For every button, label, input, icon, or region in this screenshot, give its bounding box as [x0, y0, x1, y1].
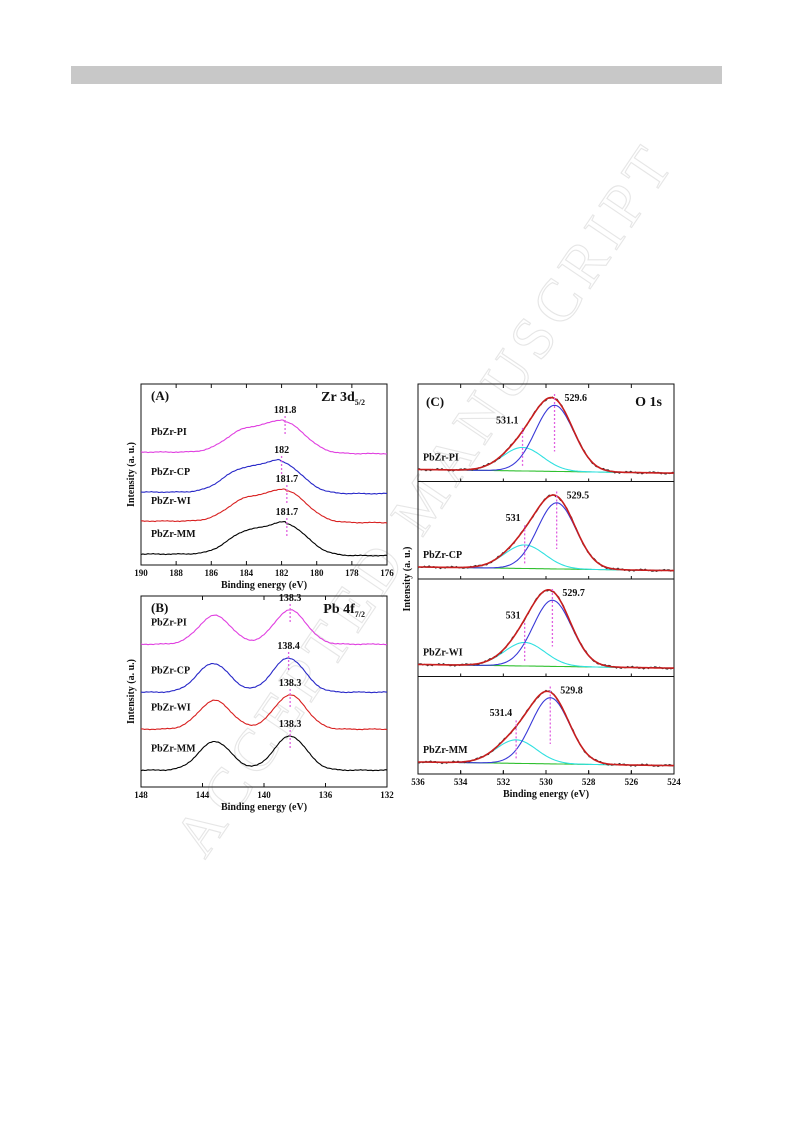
- x-tick-label: 190: [134, 568, 148, 578]
- x-tick-label: 180: [310, 568, 324, 578]
- x-tick-label: 184: [240, 568, 254, 578]
- surface-peak-label: 531.1: [496, 416, 519, 427]
- page-header-bar: [71, 66, 722, 84]
- lattice-peak-label: 529.7: [562, 588, 585, 599]
- x-tick-label: 144: [196, 790, 210, 800]
- spectrum-line-pbzr-wi: [140, 488, 388, 524]
- x-tick-label: 526: [625, 777, 639, 787]
- y-axis-title: Intensity (a. u.): [126, 442, 137, 507]
- plot-frame: [140, 383, 388, 566]
- sample-label-pbzr-wi: PbZr-WI: [423, 647, 463, 658]
- sample-label-pbzr-cp: PbZr-CP: [151, 665, 190, 676]
- sample-label-pbzr-mm: PbZr-MM: [151, 743, 196, 754]
- surface-peak-label: 531: [506, 513, 521, 524]
- peak-label: 138.3: [279, 593, 302, 604]
- sample-label-pbzr-pi: PbZr-PI: [151, 427, 187, 438]
- x-axis-title: Binding energy (eV): [221, 580, 307, 591]
- spectrum-line-pbzr-wi: [141, 694, 388, 731]
- sample-label-pbzr-wi: PbZr-WI: [151, 496, 191, 507]
- lattice-peak-label: 529.8: [560, 686, 583, 697]
- sample-label-pbzr-mm: PbZr-MM: [151, 529, 196, 540]
- envelope-fit: [418, 396, 674, 474]
- panel-letter: (A): [151, 388, 169, 403]
- x-tick-label: 534: [454, 777, 468, 787]
- panel-letter: (C): [426, 394, 444, 409]
- panel-c-o1s-chart: 536 534 532 530 528 526 524 Binding energy (eV)…: [402, 383, 681, 800]
- x-tick-label: 188: [169, 568, 183, 578]
- spectrum-line-pbzr-cp: [140, 458, 388, 495]
- x-tick-label: 140: [257, 790, 271, 800]
- raw-spectrum: [417, 396, 675, 475]
- peak-label: 181.7: [276, 474, 299, 485]
- x-tick-label: 176: [380, 568, 394, 578]
- envelope-fit: [418, 494, 674, 572]
- spectrum-line-pbzr-pi: [140, 419, 388, 455]
- sample-label-pbzr-cp: PbZr-CP: [151, 467, 190, 478]
- surface-peak-label: 531: [506, 611, 521, 622]
- spectrum-line-pbzr-cp: [140, 657, 388, 694]
- core-level-label: Pb 4f7/2: [323, 602, 365, 619]
- y-axis-title: Intensity (a. u.): [126, 659, 137, 724]
- panel-letter: (B): [151, 600, 168, 615]
- x-tick-label: 530: [539, 777, 553, 787]
- x-tick-label: 132: [380, 790, 394, 800]
- spectrum-line-pbzr-pi: [140, 609, 388, 646]
- envelope-fit: [418, 589, 674, 669]
- surface-peak-label: 531.4: [490, 708, 512, 719]
- sample-label-pbzr-cp: PbZr-CP: [423, 550, 462, 561]
- panel-b-pb4f-chart: 148 144 140 136 132 Binding energy (eV) Intens…: [126, 593, 394, 813]
- sample-label-pbzr-pi: PbZr-PI: [151, 617, 187, 628]
- x-tick-label: 148: [134, 790, 148, 800]
- core-level-label: O 1s: [635, 395, 662, 410]
- x-tick-label: 536: [411, 777, 425, 787]
- spectrum-line-pbzr-mm: [140, 735, 388, 772]
- spectrum-line-pbzr-mm: [140, 521, 388, 557]
- lattice-peak-label: 529.6: [565, 393, 588, 404]
- envelope-fit: [418, 690, 674, 767]
- lattice-peak-label: 529.5: [567, 491, 590, 502]
- core-level-label: Zr 3d5/2: [321, 390, 365, 407]
- x-tick-label: 532: [497, 777, 511, 787]
- peak-label: 138.3: [279, 678, 302, 689]
- peak-label: 181.7: [276, 507, 299, 518]
- x-tick-label: 178: [345, 568, 359, 578]
- x-axis-title: Binding energy (eV): [503, 789, 589, 800]
- peak-label: 182: [274, 445, 289, 456]
- peak-label: 181.8: [274, 405, 297, 416]
- sample-label-pbzr-wi: PbZr-WI: [151, 702, 191, 713]
- x-tick-label: 136: [319, 790, 333, 800]
- peak-label: 138.3: [279, 719, 302, 730]
- x-tick-label: 524: [667, 777, 681, 787]
- sample-label-pbzr-pi: PbZr-PI: [423, 452, 459, 463]
- panel-a-zr3d-chart: 190 188 186 184 182 180 178 176 Binding energy (…: [126, 383, 394, 591]
- y-axis-title: Intensity (a. u.): [402, 546, 413, 611]
- x-tick-label: 528: [582, 777, 596, 787]
- x-axis-title: Binding energy (eV): [221, 802, 307, 813]
- x-tick-label: 186: [205, 568, 219, 578]
- peak-label: 138.4: [277, 641, 300, 652]
- sample-label-pbzr-mm: PbZr-MM: [423, 745, 468, 756]
- x-tick-label: 182: [275, 568, 289, 578]
